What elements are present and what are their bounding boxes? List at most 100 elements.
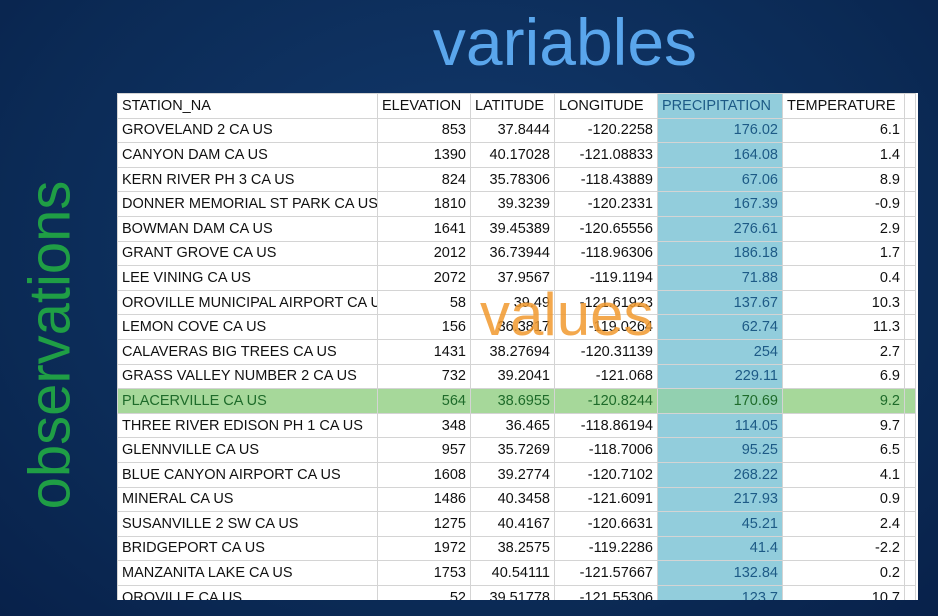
table-cell: -121.6091 [554, 486, 658, 513]
table-cell: 9.7 [782, 412, 905, 439]
table-row: LEE VINING CA US 2072 37.9567 -119.1194 71.8… [117, 265, 916, 291]
table-cell: -120.8244 [554, 388, 658, 414]
empty-cell [904, 240, 916, 267]
table-cell: 268.22 [657, 461, 783, 488]
table-cell: -121.57667 [554, 560, 658, 586]
table-cell: 6.9 [782, 363, 905, 390]
column-header: STATION_NA [117, 93, 378, 119]
empty-cell [904, 265, 916, 291]
empty-cell [904, 461, 916, 488]
table-cell: 1972 [377, 535, 471, 562]
table-cell: 1753 [377, 560, 471, 586]
table-container: STATION_NA ELEVATION LATITUDE LONGITUDE PREC… [117, 93, 918, 600]
table-row: OROVILLE CA US 52 39.51778 -121.55306 123.7 1… [117, 584, 916, 600]
table-cell: 36.3817 [470, 314, 555, 340]
table-cell: 1.7 [782, 240, 905, 267]
table-cell: 2.4 [782, 511, 905, 537]
table-cell: 1486 [377, 486, 471, 513]
table-cell: 1810 [377, 191, 471, 217]
table-cell: 39.2041 [470, 363, 555, 390]
table-cell: 564 [377, 388, 471, 414]
table-row: GRASS VALLEY NUMBER 2 CA US 732 39.2041 -12… [117, 363, 916, 390]
side-label: observations [17, 180, 83, 510]
table-row: THREE RIVER EDISON PH 1 CA US 348 36.465 -1… [117, 412, 916, 439]
table-cell: 2012 [377, 240, 471, 267]
table-cell: -118.7006 [554, 437, 658, 463]
table-cell: OROVILLE CA US [117, 584, 378, 600]
column-header: PRECIPITATION [657, 93, 783, 119]
empty-cell [904, 314, 916, 340]
table-cell: -121.55306 [554, 584, 658, 600]
table-cell: 0.4 [782, 265, 905, 291]
table-cell: -120.2258 [554, 117, 658, 144]
table-row: MANZANITA LAKE CA US 1753 40.54111 -121.576… [117, 560, 916, 586]
table-row: MINERAL CA US 1486 40.3458 -121.6091 217.93 0… [117, 486, 916, 513]
table-cell: -120.7102 [554, 461, 658, 488]
table-cell: 6.5 [782, 437, 905, 463]
table-cell: 45.21 [657, 511, 783, 537]
table-cell: MANZANITA LAKE CA US [117, 560, 378, 586]
table-cell: GLENNVILLE CA US [117, 437, 378, 463]
header-row: STATION_NA ELEVATION LATITUDE LONGITUDE PREC… [117, 93, 916, 119]
empty-cell [904, 511, 916, 537]
column-header: ELEVATION [377, 93, 471, 119]
table-cell: 732 [377, 363, 471, 390]
empty-cell [904, 215, 916, 242]
table-row: KERN RIVER PH 3 CA US 824 35.78306 -118.438… [117, 166, 916, 193]
table-cell: -2.2 [782, 535, 905, 562]
table-cell: 35.7269 [470, 437, 555, 463]
table-cell: -118.96306 [554, 240, 658, 267]
empty-cell [904, 142, 916, 168]
table-cell: 186.18 [657, 240, 783, 267]
table-row: DONNER MEMORIAL ST PARK CA US 1810 39.3239… [117, 191, 916, 217]
table-row: GRANT GROVE CA US 2012 36.73944 -118.96306 1… [117, 240, 916, 267]
table-cell: MINERAL CA US [117, 486, 378, 513]
table-cell: 39.45389 [470, 215, 555, 242]
table-cell: 39.49 [470, 289, 555, 316]
table-cell: 853 [377, 117, 471, 144]
table-cell: 40.3458 [470, 486, 555, 513]
table-cell: 114.05 [657, 412, 783, 439]
table-row: OROVILLE MUNICIPAL AIRPORT CA US 58 39.49-… [117, 289, 916, 316]
table-cell: 167.39 [657, 191, 783, 217]
table-cell: 156 [377, 314, 471, 340]
table-row: BLUE CANYON AIRPORT CA US 1608 39.2774 -120… [117, 461, 916, 488]
data-table: STATION_NA ELEVATION LATITUDE LONGITUDE PREC… [117, 93, 916, 600]
table-cell: 71.88 [657, 265, 783, 291]
table-cell: 40.17028 [470, 142, 555, 168]
table-cell: 2072 [377, 265, 471, 291]
table-cell: -119.0264 [554, 314, 658, 340]
table-cell: 39.3239 [470, 191, 555, 217]
table-cell: 123.7 [657, 584, 783, 600]
empty-cell [904, 388, 916, 414]
table-cell: 9.2 [782, 388, 905, 414]
table-row: GLENNVILLE CA US 957 35.7269 -118.7006 95.25… [117, 437, 916, 463]
table-cell: BRIDGEPORT CA US [117, 535, 378, 562]
table-cell: 2.7 [782, 338, 905, 365]
table-cell: -120.65556 [554, 215, 658, 242]
table-cell: 1275 [377, 511, 471, 537]
table-cell: GROVELAND 2 CA US [117, 117, 378, 144]
table-cell: -118.86194 [554, 412, 658, 439]
table-cell: 132.84 [657, 560, 783, 586]
table-cell: BOWMAN DAM CA US [117, 215, 378, 242]
table-cell: 39.2774 [470, 461, 555, 488]
table-cell: 95.25 [657, 437, 783, 463]
table-cell: 2.9 [782, 215, 905, 242]
empty-cell [904, 191, 916, 217]
table-cell: 217.93 [657, 486, 783, 513]
empty-cell [904, 363, 916, 390]
empty-cell [904, 584, 916, 600]
table-row: BRIDGEPORT CA US 1972 38.2575 -119.2286 41.4… [117, 535, 916, 562]
table-cell: 6.1 [782, 117, 905, 144]
table-cell: 170.69 [657, 388, 783, 414]
table-cell: 10.7 [782, 584, 905, 600]
table-cell: 1.4 [782, 142, 905, 168]
column-header: TEMPERATURE [782, 93, 905, 119]
table-cell: -121.068 [554, 363, 658, 390]
table-row: LEMON COVE CA US 156 36.3817 -119.0264 62.74… [117, 314, 916, 340]
table-cell: 0.9 [782, 486, 905, 513]
table-cell: LEMON COVE CA US [117, 314, 378, 340]
table-cell: 39.51778 [470, 584, 555, 600]
